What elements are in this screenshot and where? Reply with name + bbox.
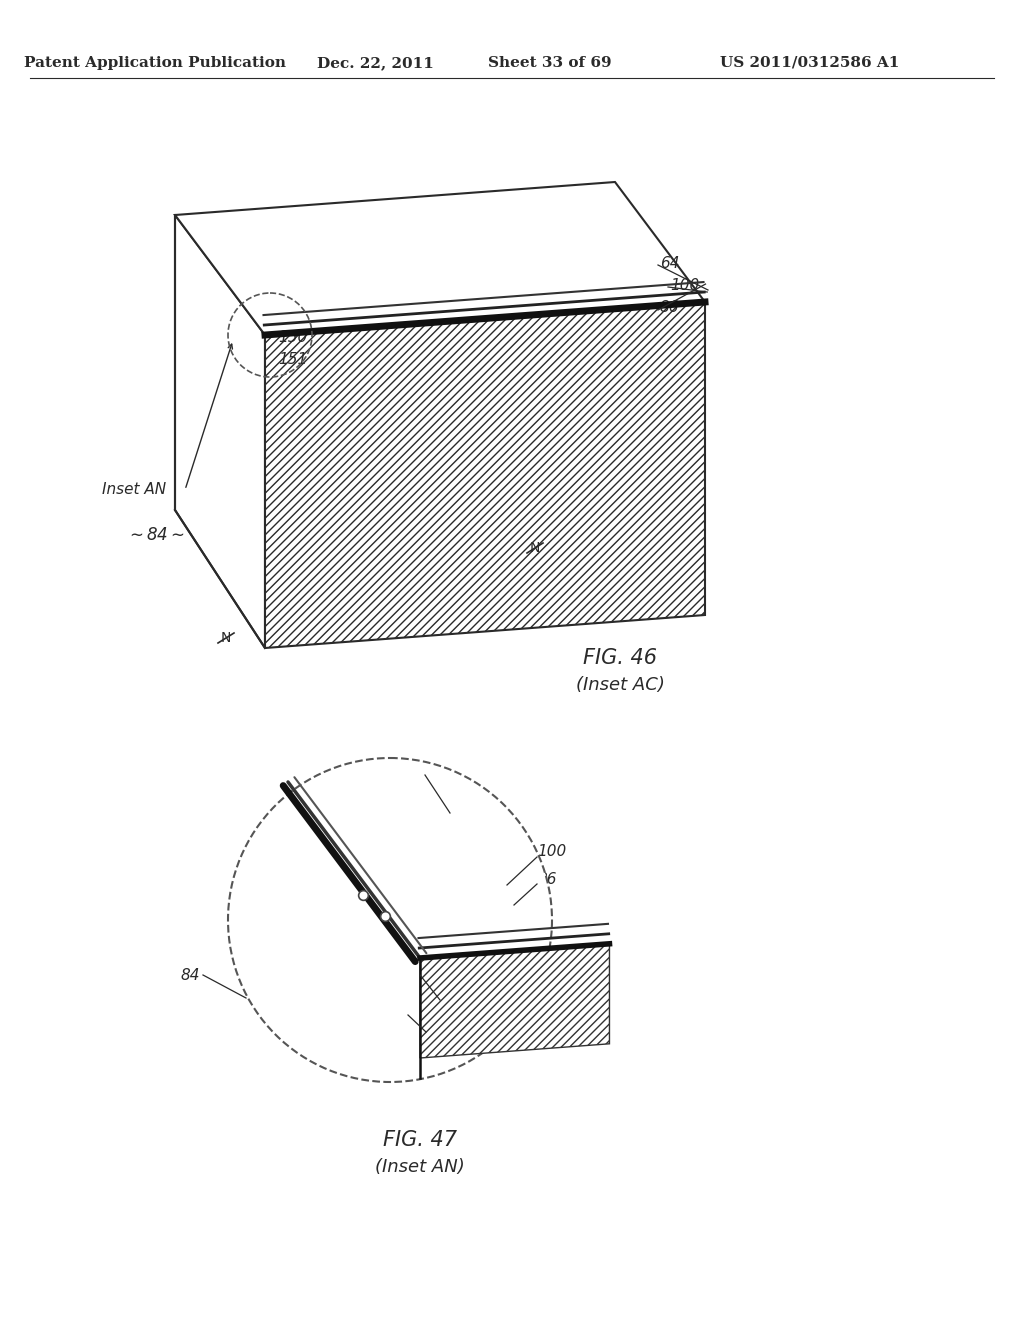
Text: N: N — [221, 631, 231, 645]
Text: (Inset AC): (Inset AC) — [575, 676, 665, 694]
Text: (Inset AN): (Inset AN) — [375, 1158, 465, 1176]
Polygon shape — [265, 302, 705, 648]
Text: 64: 64 — [660, 256, 680, 271]
Text: 150: 150 — [278, 330, 307, 346]
Text: 100: 100 — [670, 277, 699, 293]
Polygon shape — [420, 944, 609, 1059]
Text: US 2011/0312586 A1: US 2011/0312586 A1 — [720, 55, 900, 70]
Text: 86: 86 — [660, 301, 680, 315]
Polygon shape — [175, 182, 705, 335]
Text: 150: 150 — [442, 994, 471, 1010]
Text: FIG. 46: FIG. 46 — [583, 648, 657, 668]
Circle shape — [228, 758, 552, 1082]
Text: 100: 100 — [537, 845, 566, 859]
Text: 151: 151 — [278, 352, 307, 367]
Text: 86: 86 — [537, 873, 556, 887]
Text: Sheet 33 of 69: Sheet 33 of 69 — [488, 55, 611, 70]
Text: FIG. 47: FIG. 47 — [383, 1130, 457, 1150]
Text: N: N — [529, 541, 541, 554]
Text: Inset AN: Inset AN — [102, 483, 166, 498]
Polygon shape — [175, 215, 265, 648]
Text: Dec. 22, 2011: Dec. 22, 2011 — [316, 55, 433, 70]
Text: 84: 84 — [180, 968, 200, 982]
Text: $\sim$84$\sim$: $\sim$84$\sim$ — [126, 525, 184, 544]
Text: 64: 64 — [410, 763, 429, 777]
Text: 151: 151 — [428, 1027, 458, 1043]
Text: Patent Application Publication: Patent Application Publication — [24, 55, 286, 70]
